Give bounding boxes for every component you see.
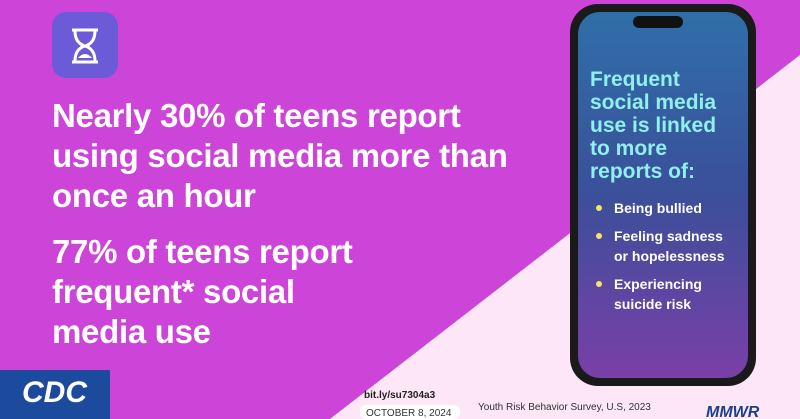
source: Youth Risk Behavior Survey, U.S, 2023 bbox=[478, 402, 651, 413]
bullet-list: Being bullied Feeling sadness or hopeles… bbox=[594, 198, 734, 322]
bullet: Experiencing suicide risk bbox=[594, 274, 734, 314]
brand: MMWR bbox=[706, 404, 760, 419]
link: bit.ly/su7304a3 bbox=[364, 390, 436, 401]
phone-heading: Frequent social media use is linked to m… bbox=[590, 68, 717, 183]
logo: CDC bbox=[22, 376, 87, 409]
headline: Nearly 30% of teens report using social … bbox=[52, 97, 508, 214]
bullet: Being bullied bbox=[594, 198, 734, 218]
date: OCTOBER 8, 2024 bbox=[366, 408, 452, 419]
headline: 77% of teens report frequent* social med… bbox=[52, 233, 353, 350]
bullet: Feeling sadness or hopelessness bbox=[594, 226, 734, 266]
